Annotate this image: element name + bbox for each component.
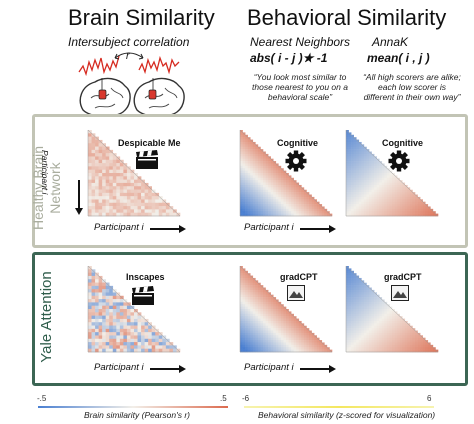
nn-quote: “You look most similar to those nearest … [252, 72, 348, 102]
annak-label: AnnaK [372, 35, 409, 49]
nn-matrix-hbn [239, 129, 333, 217]
nn-formula: abs( i - j )★ -1 [250, 51, 328, 65]
x-axis-label-brain-hbn: Participant i [94, 222, 144, 233]
x-axis-label-behavior-yale: Participant i [244, 362, 294, 373]
matrix-title-cognitive-nn: Cognitive [277, 138, 319, 148]
brain-timeseries-illustration [78, 52, 185, 117]
right-brain-icon [133, 77, 185, 117]
x-axis-label-brain-yale: Participant i [94, 362, 144, 373]
x-axis-arrow [300, 225, 336, 233]
mountain-image-icon [287, 285, 305, 301]
clapperboard-icon [132, 286, 154, 305]
matrix-title-cognitive-annak: Cognitive [382, 138, 424, 148]
yale-attention-panel [32, 252, 468, 386]
annak-matrix-hbn [345, 129, 439, 217]
brain-colorbar [38, 406, 228, 408]
nn-matrix-yale [239, 265, 333, 353]
behavior-colorbar-max: 6 [427, 394, 432, 403]
yale-attention-label: Yale Attention [38, 271, 55, 363]
brain-colorbar-title: Brain similarity (Pearson's r) [84, 410, 191, 420]
gear-icon [285, 150, 307, 172]
brain-matrix-yale [87, 265, 181, 353]
x-axis-arrow [150, 365, 186, 373]
brain-colorbar-min: -.5 [37, 394, 47, 403]
annak-matrix-yale [345, 265, 439, 353]
behavior-colorbar-min: -6 [242, 394, 250, 403]
left-brain-icon [79, 77, 131, 117]
annak-formula: mean( i , j ) [367, 51, 430, 65]
matrix-title-gradcpt-annak: gradCPT [384, 272, 422, 282]
brain-similarity-title: Brain Similarity [68, 5, 215, 30]
matrix-title-inscapes: Inscapes [126, 272, 165, 282]
brain-matrix-hbn [87, 129, 181, 217]
nearest-neighbors-label: Nearest Neighbors [250, 35, 351, 49]
correlation-arrow [114, 52, 144, 59]
gear-icon [388, 150, 410, 172]
clapperboard-icon [136, 150, 158, 169]
healthy-brain-network-panel [32, 114, 468, 248]
mountain-image-icon [391, 285, 409, 301]
behavioral-similarity-title: Behavioral Similarity [247, 5, 447, 30]
x-axis-arrow [300, 365, 336, 373]
left-timeseries-line [78, 55, 120, 77]
r-label: r [126, 51, 130, 62]
healthy-brain-network-label: Healthy Brain Network [30, 145, 63, 231]
matrix-title-despicable-me: Despicable Me [118, 138, 181, 148]
annak-quote: “All high scorers are alike; each low sc… [363, 72, 461, 102]
right-timeseries-line [138, 55, 180, 75]
x-axis-arrow [150, 225, 186, 233]
brain-colorbar-max: .5 [220, 394, 227, 403]
x-axis-label-behavior-hbn: Participant i [244, 222, 294, 233]
intersubject-correlation-label: Intersubject correlation [68, 35, 190, 49]
behavior-colorbar-title: Behavioral similarity (z-scored for visu… [258, 410, 436, 420]
y-axis-label: Participant i [40, 150, 50, 195]
behavior-colorbar [244, 406, 434, 408]
matrix-title-gradcpt-nn: gradCPT [280, 272, 318, 282]
y-axis-arrow [75, 180, 83, 215]
